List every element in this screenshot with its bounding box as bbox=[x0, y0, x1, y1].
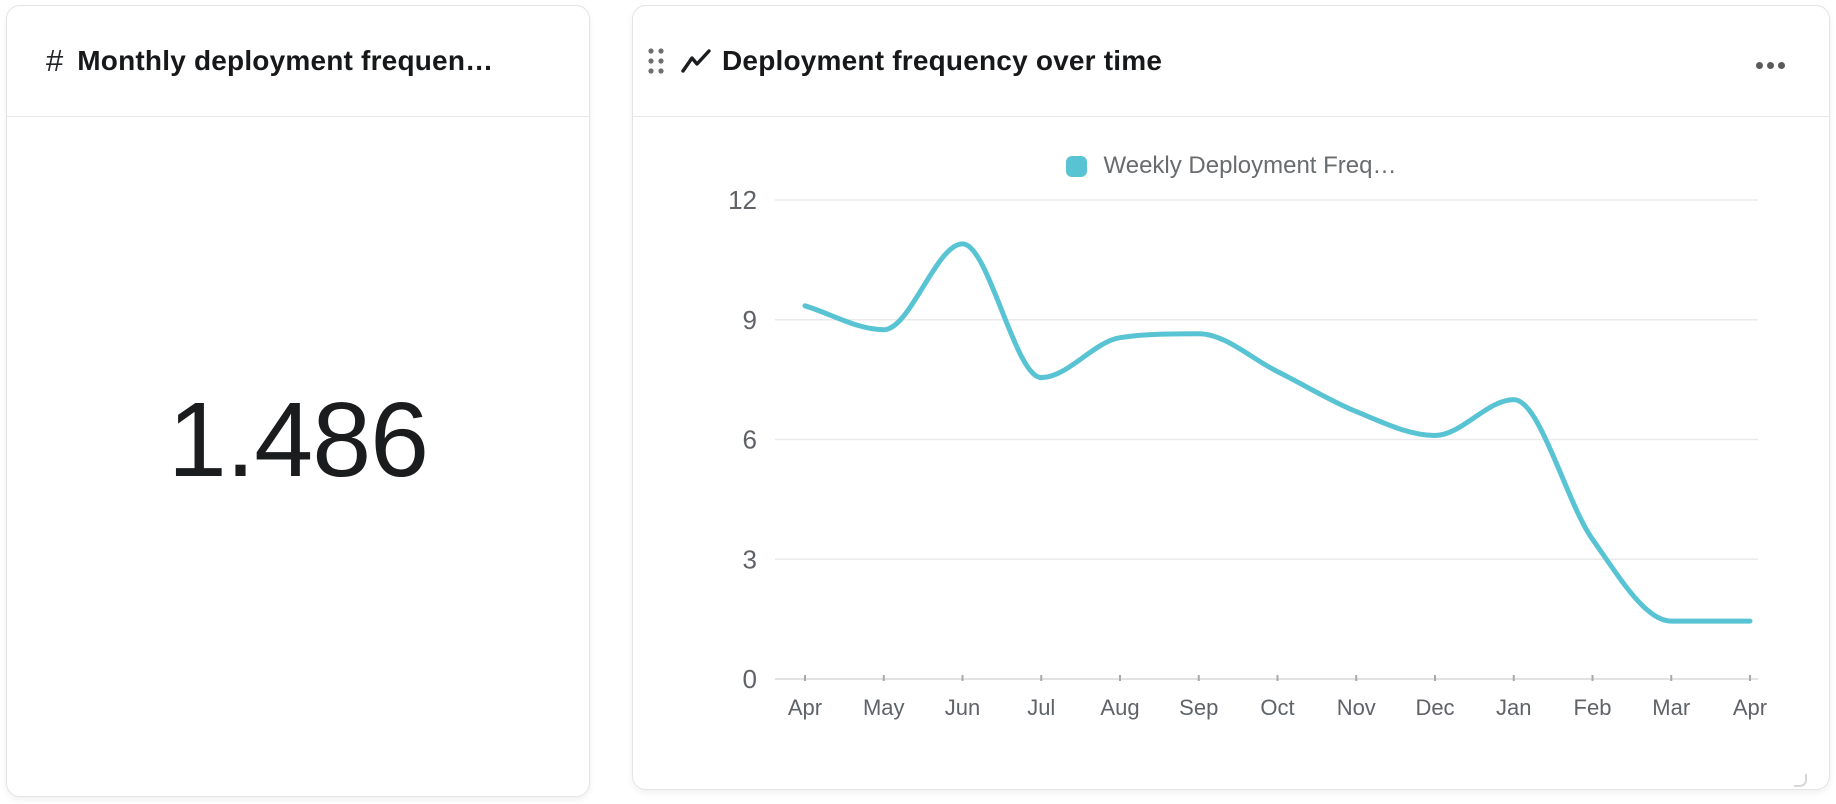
x-axis-label: Dec bbox=[1415, 695, 1454, 720]
x-axis-label: Apr bbox=[1733, 695, 1767, 720]
metric-card-header: # Monthly deployment frequen… bbox=[7, 6, 589, 117]
y-axis-label: 0 bbox=[743, 664, 757, 694]
metric-card-title: Monthly deployment frequen… bbox=[77, 45, 494, 76]
menu-dot bbox=[1767, 62, 1774, 69]
x-axis-label: Oct bbox=[1260, 695, 1294, 720]
deployment-frequency-line bbox=[802, 241, 1753, 624]
chart-card: Deployment frequency over time Weekly De… bbox=[632, 5, 1830, 790]
y-axis-label: 12 bbox=[728, 185, 757, 215]
line-chart-icon bbox=[681, 49, 711, 73]
metric-card-body: 1.486 bbox=[7, 117, 589, 796]
metric-card: # Monthly deployment frequen… 1.486 bbox=[6, 5, 590, 797]
resize-handle[interactable] bbox=[1794, 774, 1807, 787]
chart-legend[interactable]: Weekly Deployment Freq… bbox=[633, 152, 1829, 180]
menu-dot bbox=[1756, 62, 1763, 69]
y-axis-label: 3 bbox=[743, 544, 757, 574]
card-menu-button[interactable] bbox=[1752, 58, 1789, 73]
x-axis-label: May bbox=[863, 695, 905, 720]
x-axis-label: Sep bbox=[1179, 695, 1218, 720]
legend-swatch bbox=[1065, 155, 1087, 177]
x-axis-label: Apr bbox=[788, 695, 822, 720]
drag-handle-icon[interactable] bbox=[646, 46, 668, 76]
x-axis-label: Jul bbox=[1027, 695, 1055, 720]
legend-label: Weekly Deployment Freq… bbox=[1103, 152, 1397, 179]
x-axis-label: Jun bbox=[945, 695, 980, 720]
y-axis-label: 6 bbox=[743, 425, 757, 455]
y-axis-label: 9 bbox=[743, 305, 757, 335]
chart-card-title: Deployment frequency over time bbox=[722, 45, 1163, 76]
x-axis-label: Nov bbox=[1337, 695, 1376, 720]
x-axis-label: Feb bbox=[1574, 695, 1612, 720]
x-axis-label: Jan bbox=[1496, 695, 1531, 720]
metric-value: 1.486 bbox=[167, 381, 429, 499]
x-axis-label: Mar bbox=[1652, 695, 1690, 720]
deployment-line-chart: 0 3 6 9 12 Apr May Jun Jul Aug Sep Oct Nov Dec Jan Feb M… bbox=[728, 185, 1767, 720]
menu-dot bbox=[1778, 62, 1785, 69]
number-sign-icon: # bbox=[46, 43, 64, 78]
chart-card-header: Deployment frequency over time bbox=[633, 6, 1829, 117]
x-axis-label: Aug bbox=[1100, 695, 1139, 720]
